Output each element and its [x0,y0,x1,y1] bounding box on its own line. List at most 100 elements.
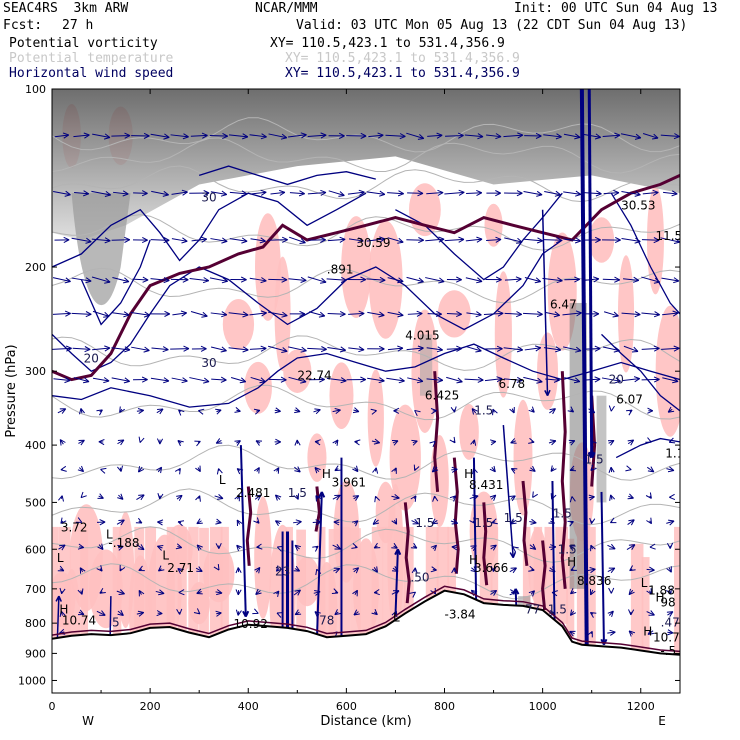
pv-shade-column [533,526,543,609]
wind-vector [52,310,71,317]
wind-vector [666,542,674,549]
wind-vector [215,589,223,596]
wind-vector [485,276,502,283]
contour-value-label: 1.5 [558,542,577,556]
wind-vector [112,311,130,318]
wind-vector [136,610,145,617]
wind-vector [649,543,656,550]
wind-vector [294,466,301,473]
pv-extremum-label: H [322,467,331,481]
wind-vector [407,190,424,197]
theta-contour [52,137,680,174]
wind-vector [348,310,365,317]
wind-vector [504,276,522,283]
wind-vector [315,491,326,639]
wind-vector [111,346,131,353]
wind-vector [170,345,190,352]
wind-vector [249,133,267,140]
wind-vector [607,439,615,446]
wind-vector [607,629,616,636]
wind-vector [387,277,404,284]
wind-vector [308,311,326,318]
wind-vector [117,465,123,472]
wind-vector [307,346,327,353]
wind-vector [627,519,635,526]
contour-value-label: 20 [84,351,99,365]
wind-vector [426,346,443,353]
wind-vector [366,276,386,283]
wind-vector [314,439,321,446]
init-time: Init: 00 UTC Sun 04 Aug 13 [514,1,718,16]
wind-vector [642,133,659,140]
contour-value-label: 1.5 [415,516,434,530]
wind-vector [348,237,364,244]
wind-vector [80,491,87,499]
wind-vector [58,544,66,551]
wind-vector [609,517,617,524]
field-xy-theta: XY= 110.5,423.1 to 531.4,356.9 [285,51,520,66]
wind-vector [607,567,616,574]
wind-vector [156,438,164,445]
wind-vector [189,277,210,284]
pv-shade-blob [484,203,503,247]
wind-vector [119,564,126,572]
y-tick-label: 600 [25,543,46,556]
wind-vector [293,519,302,526]
wind-vector [209,132,228,140]
wind-vector [54,236,70,244]
pv-shade-blob [459,403,479,460]
contour-value-label: 1.5 [553,506,572,520]
wind-vector [111,132,131,139]
wind-vector [100,467,107,474]
wind-vector [666,588,672,595]
wind-vector [609,494,616,501]
wind-vector [543,133,562,140]
wind-vector [332,439,339,446]
wind-vector [60,517,67,524]
wind-vector [587,567,596,574]
wind-vector [96,565,103,572]
wind-vector [137,466,145,473]
wind-vector [136,544,145,551]
pv-shade-column [317,526,326,636]
field-xy-pv: XY= 110.5,423.1 to 531.4,356.9 [270,36,505,51]
wind-vector [177,440,184,447]
y-tick-label: 300 [25,365,46,378]
wind-vector [294,544,302,551]
wind-vector [268,345,288,353]
wind-vector [171,377,188,384]
wind-vector [274,520,282,527]
y-axis-label: Pressure (hPa) [4,344,19,437]
pv-shade-blob [307,433,327,482]
pv-extremum-label: H [464,467,473,481]
wind-vector [490,565,497,572]
pv-extremum-label: 2.481 [236,486,270,500]
wind-speed-contour [52,239,563,372]
forecast-hour: 27 h [62,18,94,33]
pv-extremum-label: L [57,551,64,565]
wind-vector [234,440,241,446]
x-tick-label: 600 [336,700,357,713]
wind-vector [367,377,385,384]
wind-vector [138,589,145,597]
wind-vector [608,405,615,412]
wind-vector [430,544,437,552]
wind-vector [117,544,124,551]
wind-vector [391,440,399,446]
wind-vector [229,190,248,197]
wind-vector [387,190,404,197]
wind-vector [307,189,327,196]
pv-extremum-label: 3.666 [474,561,508,575]
wind-vector [366,236,386,243]
wind-vector [234,407,241,413]
pv-shade-blob [367,369,384,467]
wind-vector [394,548,402,617]
wind-vector [411,518,419,525]
wind-vector [274,407,281,414]
wind-vector [117,493,124,500]
pv-extremum-label: H [643,625,652,639]
wind-vector [431,518,439,525]
theta-contour [52,165,680,203]
wind-vector [198,408,205,415]
wind-vector [387,311,404,318]
